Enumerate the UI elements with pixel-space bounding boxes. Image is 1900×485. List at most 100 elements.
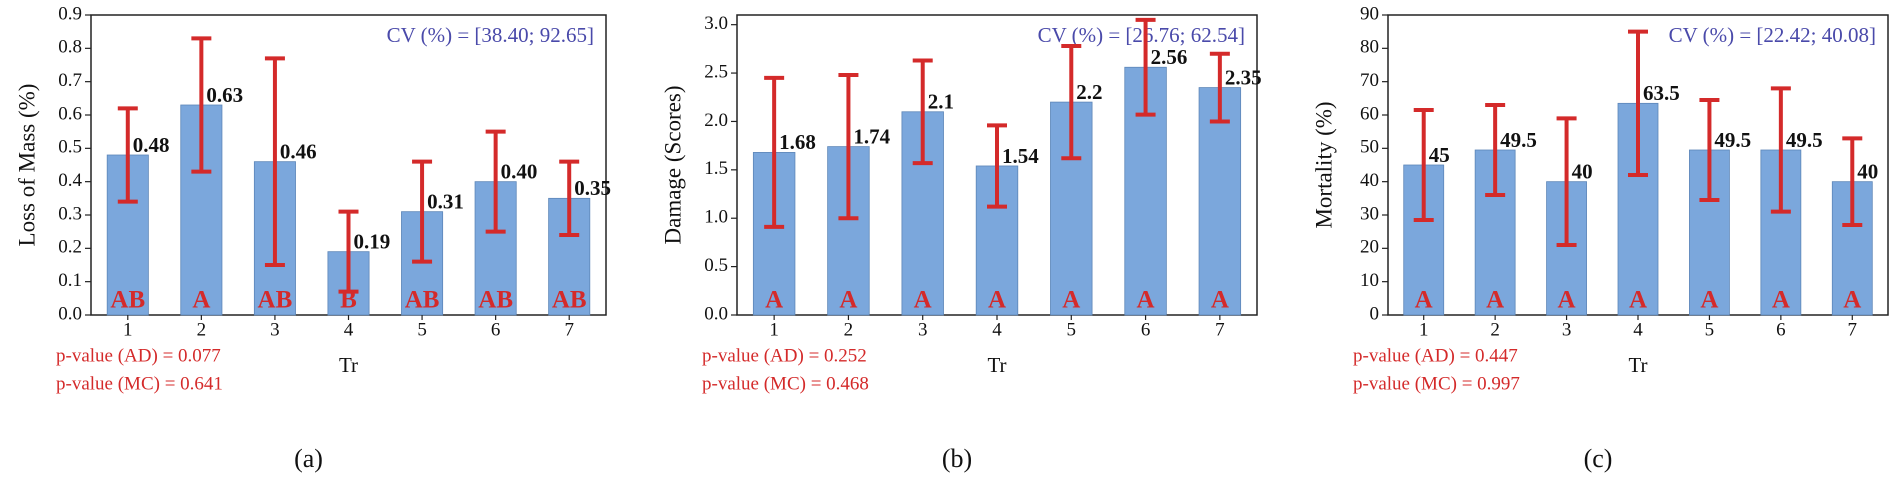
y-tick-label: 20 — [1360, 237, 1379, 258]
y-tick-label: 1.5 — [704, 158, 728, 179]
group-letter: A — [1843, 287, 1861, 314]
x-tick-label: 7 — [1848, 319, 1858, 340]
y-tick-label: 80 — [1360, 37, 1379, 58]
group-letter: B — [340, 287, 357, 314]
group-letter: AB — [110, 287, 145, 314]
cv-annotation: CV (%) = [22.42; 40.08] — [1669, 23, 1876, 47]
value-label: 0.63 — [206, 83, 243, 107]
y-tick-label: 0.8 — [58, 37, 82, 58]
group-letter: A — [1629, 287, 1647, 314]
error-bar — [485, 129, 506, 234]
y-tick-label: 0.7 — [58, 70, 82, 91]
group-letter: A — [1137, 287, 1155, 314]
x-axis-label: Tr — [1628, 353, 1647, 377]
x-tick-label: 5 — [417, 319, 427, 340]
x-tick-label: 4 — [344, 319, 354, 340]
value-label: 1.54 — [1002, 144, 1039, 168]
error-bar — [1485, 103, 1506, 197]
error-bar — [1628, 29, 1648, 177]
value-label: 40 — [1572, 159, 1593, 183]
error-bar — [1413, 108, 1434, 222]
p-value: p-value (MC) = 0.468 — [702, 373, 869, 394]
y-tick-label: 40 — [1360, 170, 1379, 191]
x-tick-label: 1 — [1419, 319, 1429, 340]
value-label: 0.31 — [427, 189, 464, 213]
group-letter: A — [1062, 287, 1080, 314]
value-label: 1.74 — [853, 124, 890, 148]
group-letter: A — [765, 287, 783, 314]
error-bar — [1699, 98, 1720, 202]
x-tick-label: 3 — [1562, 319, 1572, 340]
cv-annotation: CV (%) = [38.40; 92.65] — [387, 23, 594, 47]
y-tick-label: 10 — [1360, 270, 1379, 291]
error-bar — [1842, 136, 1863, 227]
value-label: 1.68 — [779, 130, 816, 154]
x-tick-label: 2 — [197, 319, 207, 340]
value-label: 2.1 — [928, 90, 954, 114]
group-letter: A — [914, 287, 932, 314]
group-letter: A — [988, 287, 1006, 314]
x-tick-label: 6 — [491, 319, 501, 340]
x-tick-label: 1 — [123, 319, 133, 340]
y-tick-label: 50 — [1360, 137, 1379, 158]
y-tick-label: 0.5 — [704, 255, 728, 276]
error-bar — [1061, 43, 1082, 161]
x-tick-label: 3 — [918, 319, 928, 340]
bar — [1198, 87, 1242, 316]
p-value: p-value (AD) = 0.252 — [702, 345, 867, 366]
x-tick-label: 2 — [1490, 319, 1500, 340]
y-tick-label: 3.0 — [704, 13, 728, 34]
group-letter: AB — [552, 287, 587, 314]
x-tick-label: 6 — [1776, 319, 1786, 340]
value-label: 0.35 — [574, 176, 611, 200]
group-letter: AB — [405, 287, 440, 314]
value-label: 2.35 — [1225, 65, 1262, 89]
error-bar — [338, 209, 359, 294]
error-bar — [117, 106, 138, 204]
x-tick-label: 7 — [1215, 319, 1225, 340]
error-bar — [264, 56, 285, 267]
error-bar — [1770, 86, 1791, 214]
y-tick-label: 0.0 — [704, 303, 728, 324]
value-label: 45 — [1429, 143, 1450, 167]
group-letter: A — [1558, 287, 1576, 314]
error-bar — [764, 75, 785, 229]
y-tick-label: 0.3 — [58, 203, 82, 224]
group-letter: A — [1486, 287, 1504, 314]
y-axis-label: Loss of Mass (%) — [14, 84, 39, 247]
y-tick-label: 0.1 — [58, 270, 82, 291]
p-value: p-value (AD) = 0.077 — [56, 345, 221, 366]
error-bar — [838, 73, 859, 221]
error-bar — [1135, 17, 1156, 117]
group-letter: AB — [478, 287, 513, 314]
error-bar — [987, 123, 1007, 209]
y-tick-label: 60 — [1360, 103, 1379, 124]
y-tick-label: 0.6 — [58, 103, 82, 124]
x-tick-label: 5 — [1067, 319, 1077, 340]
error-bar — [1556, 116, 1577, 247]
error-bar — [912, 58, 933, 166]
error-bar — [559, 159, 580, 237]
group-letter: AB — [258, 287, 293, 314]
group-letter: A — [192, 287, 210, 314]
y-tick-label: 0 — [1370, 303, 1380, 324]
x-tick-label: 4 — [1633, 319, 1643, 340]
y-tick-label: 30 — [1360, 203, 1379, 224]
group-letter: A — [1772, 287, 1790, 314]
x-tick-label: 2 — [844, 319, 854, 340]
y-tick-label: 2.0 — [704, 110, 728, 131]
y-tick-label: 0.2 — [58, 237, 82, 258]
y-tick-label: 2.5 — [704, 61, 728, 82]
y-tick-label: 70 — [1360, 70, 1379, 91]
error-bar — [412, 159, 433, 264]
x-tick-label: 4 — [992, 319, 1002, 340]
x-axis-label: Tr — [987, 353, 1006, 377]
cv-annotation: CV (%) = [26.76; 62.54] — [1038, 23, 1245, 47]
panel-label: (b) — [942, 444, 972, 473]
value-label: 0.19 — [354, 229, 391, 253]
x-tick-label: 1 — [769, 319, 779, 340]
p-value: p-value (MC) = 0.997 — [1353, 373, 1520, 394]
value-label: 0.46 — [280, 139, 317, 163]
group-letter: A — [839, 287, 857, 314]
